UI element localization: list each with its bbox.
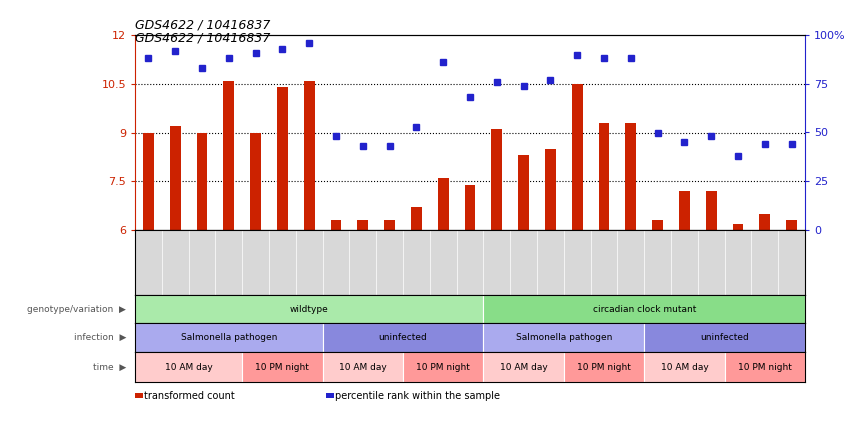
Bar xyxy=(483,323,644,352)
Text: uninfected: uninfected xyxy=(378,333,427,342)
Bar xyxy=(786,220,797,230)
Bar xyxy=(135,323,323,352)
Text: uninfected: uninfected xyxy=(700,333,749,342)
Bar xyxy=(483,352,564,382)
Text: GDS4622 / 10416837: GDS4622 / 10416837 xyxy=(135,19,270,32)
Bar xyxy=(464,184,476,230)
Text: genotype/variation  ▶: genotype/variation ▶ xyxy=(28,305,127,313)
Text: Salmonella pathogen: Salmonella pathogen xyxy=(516,333,612,342)
Bar xyxy=(277,87,288,230)
Bar xyxy=(385,220,395,230)
Bar xyxy=(223,80,234,230)
Bar xyxy=(250,132,261,230)
Text: Salmonella pathogen: Salmonella pathogen xyxy=(181,333,277,342)
Text: 10 AM day: 10 AM day xyxy=(339,363,386,371)
Bar xyxy=(323,352,403,382)
Text: wildtype: wildtype xyxy=(290,305,329,313)
Bar xyxy=(760,214,770,230)
Text: 10 PM night: 10 PM night xyxy=(255,363,309,371)
Bar xyxy=(323,323,483,352)
Text: infection  ▶: infection ▶ xyxy=(74,333,127,342)
Bar xyxy=(135,295,483,323)
Bar xyxy=(599,123,609,230)
Bar xyxy=(644,323,805,352)
Bar xyxy=(331,220,341,230)
Text: 10 PM night: 10 PM night xyxy=(417,363,470,371)
Bar xyxy=(170,126,181,230)
Text: circadian clock mutant: circadian clock mutant xyxy=(593,305,696,313)
Bar xyxy=(304,80,314,230)
Text: percentile rank within the sample: percentile rank within the sample xyxy=(335,390,500,401)
Text: 10 AM day: 10 AM day xyxy=(165,363,213,371)
Bar xyxy=(652,220,663,230)
Bar xyxy=(644,352,725,382)
Bar xyxy=(518,155,529,230)
Text: time  ▶: time ▶ xyxy=(93,363,127,371)
Bar xyxy=(491,129,503,230)
Text: 10 AM day: 10 AM day xyxy=(500,363,548,371)
Bar xyxy=(197,132,207,230)
Bar xyxy=(564,352,644,382)
Bar xyxy=(135,352,242,382)
Text: GDS4622 / 10416837: GDS4622 / 10416837 xyxy=(135,31,270,44)
Text: 10 PM night: 10 PM night xyxy=(577,363,631,371)
Text: 10 PM night: 10 PM night xyxy=(738,363,792,371)
Bar xyxy=(403,352,483,382)
Bar xyxy=(572,84,582,230)
Bar xyxy=(725,352,805,382)
Text: 10 AM day: 10 AM day xyxy=(661,363,708,371)
Bar xyxy=(143,132,154,230)
Bar xyxy=(358,220,368,230)
Bar xyxy=(679,191,690,230)
Bar xyxy=(626,123,636,230)
Bar xyxy=(242,352,323,382)
Bar xyxy=(437,178,449,230)
Bar xyxy=(483,295,805,323)
Bar xyxy=(733,223,743,230)
Bar xyxy=(411,207,422,230)
Bar xyxy=(545,149,556,230)
Bar xyxy=(706,191,717,230)
Text: transformed count: transformed count xyxy=(144,390,234,401)
